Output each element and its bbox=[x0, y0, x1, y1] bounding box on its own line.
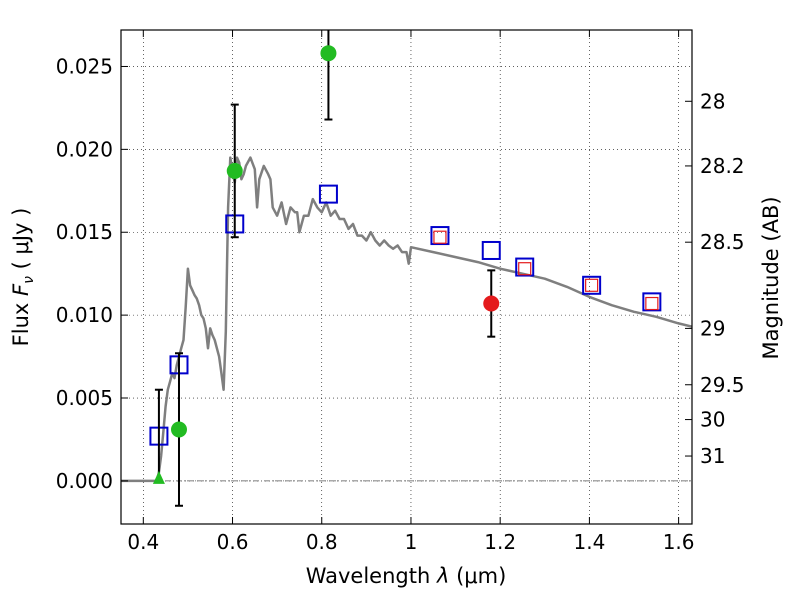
x-tick-label-2: 0.8 bbox=[306, 530, 338, 554]
y2-axis-label: Magnitude (AB) bbox=[759, 196, 783, 359]
square-open-marker-s1-7 bbox=[582, 275, 602, 295]
x-tick-label-0: 0.4 bbox=[127, 530, 159, 554]
y2-tick-label-5: 30 bbox=[700, 408, 725, 432]
y-tick-label-3: 0.015 bbox=[56, 220, 113, 244]
y2-tick-label-2: 28.5 bbox=[700, 230, 745, 254]
y2-tick-label-6: 31 bbox=[700, 444, 725, 468]
square-open-marker-s1-3 bbox=[318, 184, 338, 204]
y-axis-label: Flux Fν ( μJy ) bbox=[9, 208, 37, 347]
circle-marker-s3-2 bbox=[320, 45, 337, 62]
y-tick-label-4: 0.020 bbox=[56, 137, 113, 161]
plot-clipped-group bbox=[121, 30, 692, 507]
square-open-small-marker-s2-3 bbox=[645, 296, 659, 311]
square-open-marker-s1-6 bbox=[515, 257, 535, 277]
square-open-marker-s1-5 bbox=[481, 240, 501, 260]
square-open-small-marker-s2-2 bbox=[585, 278, 599, 292]
x-axis-label: Wavelength λ (μm) bbox=[306, 564, 507, 588]
square-open-small-marker-s2-0 bbox=[433, 230, 447, 244]
errorbar-s5-0 bbox=[154, 388, 163, 482]
model-sed-line bbox=[121, 156, 692, 483]
square-open-marker-s1-8 bbox=[642, 292, 662, 312]
circle-marker-s3-1 bbox=[226, 162, 243, 179]
axes: 0.4 0.6 0.8 1 1.2 1.4 1.6 0.000 0.005 0.010 0.015 0… bbox=[56, 29, 745, 554]
square-open-marker-s1-4 bbox=[430, 226, 450, 246]
y2-tick-label-4: 29.5 bbox=[700, 373, 745, 397]
y-tick-label-5: 0.025 bbox=[56, 54, 113, 78]
grid-lines bbox=[121, 30, 692, 524]
x-tick-label-5: 1.4 bbox=[573, 530, 605, 554]
y2-tick-label-0: 28 bbox=[700, 89, 725, 113]
square-open-small-marker-s2-1 bbox=[518, 262, 532, 276]
x-tick-label-4: 1.2 bbox=[484, 530, 516, 554]
y-tick-label-0: 0.000 bbox=[56, 469, 113, 493]
x-tick-label-1: 0.6 bbox=[217, 530, 249, 554]
triangle-marker-s5-0 bbox=[152, 470, 165, 484]
plot-frame bbox=[120, 29, 693, 525]
plot-area bbox=[121, 30, 692, 507]
y2-tick-label-3: 29 bbox=[700, 316, 725, 340]
y2-tick-label-1: 28.2 bbox=[700, 154, 745, 178]
y-tick-label-1: 0.005 bbox=[56, 386, 113, 410]
y-tick-label-2: 0.010 bbox=[56, 303, 113, 327]
x-tick-label-3: 1 bbox=[405, 530, 418, 554]
circle-marker-s4-0 bbox=[483, 295, 500, 312]
circle-marker-s3-0 bbox=[170, 421, 187, 438]
x-tick-label-6: 1.6 bbox=[663, 530, 695, 554]
